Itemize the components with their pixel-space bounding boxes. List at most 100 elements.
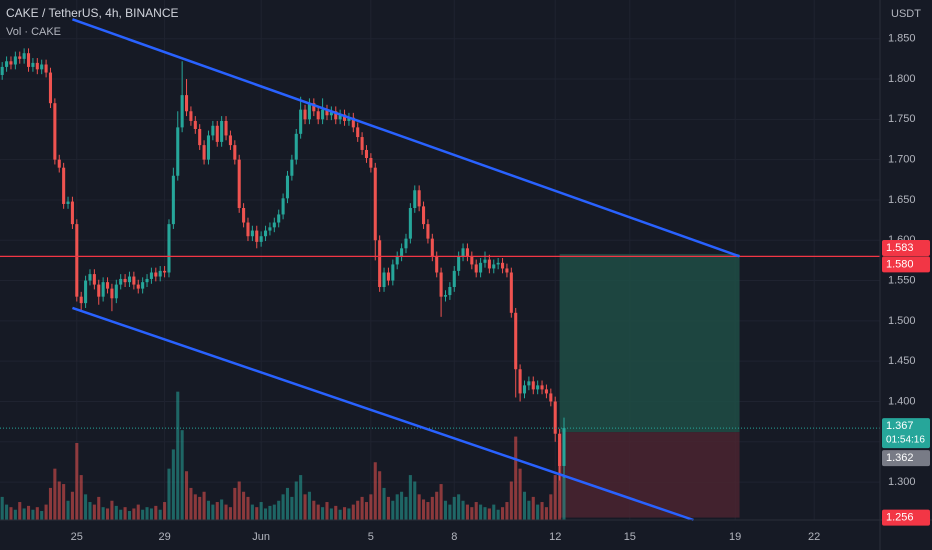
y-tick-label: 1.400 bbox=[888, 395, 916, 407]
volume-bar bbox=[492, 504, 496, 520]
x-tick-label: 15 bbox=[624, 531, 636, 543]
candle-body bbox=[285, 175, 290, 199]
volume-bar bbox=[220, 499, 224, 520]
countdown: 01:54:16 bbox=[886, 435, 925, 446]
candle-body bbox=[544, 389, 548, 394]
volume-bar bbox=[479, 504, 483, 520]
candle-body bbox=[220, 120, 224, 142]
candle-body bbox=[215, 125, 219, 142]
volume-bar bbox=[404, 496, 408, 520]
candle-body bbox=[536, 385, 540, 390]
volume-bar bbox=[457, 494, 461, 520]
volume-bar bbox=[382, 487, 386, 520]
candle-body bbox=[114, 284, 118, 299]
price-badge bbox=[882, 256, 930, 273]
candle-body bbox=[189, 111, 193, 121]
volume-bar bbox=[53, 468, 57, 520]
candle-body bbox=[307, 103, 311, 120]
volume-bar bbox=[496, 509, 500, 520]
volume-bar bbox=[158, 509, 162, 520]
volume-bar bbox=[408, 475, 412, 520]
candle-body bbox=[549, 393, 553, 402]
volume-bar bbox=[5, 504, 9, 520]
candle-body bbox=[277, 214, 281, 223]
volume-bar bbox=[483, 507, 487, 520]
candle-body bbox=[184, 95, 189, 112]
volume-bar bbox=[84, 494, 88, 520]
candle-body bbox=[79, 296, 83, 304]
candle-body bbox=[487, 259, 491, 269]
volume-bar bbox=[544, 507, 548, 520]
price-badge bbox=[882, 418, 930, 449]
candle-body bbox=[224, 120, 228, 136]
volume-bar bbox=[206, 500, 211, 520]
candle-body bbox=[136, 284, 140, 289]
candle-body bbox=[18, 56, 22, 59]
x-tick-label: Jun bbox=[252, 531, 270, 543]
candle-body bbox=[145, 278, 149, 283]
candle-body bbox=[281, 198, 285, 215]
volume-bar bbox=[92, 504, 96, 520]
candle-body bbox=[461, 248, 465, 257]
candle-body bbox=[110, 288, 114, 299]
candle-body bbox=[408, 208, 412, 239]
volume-bar bbox=[312, 500, 316, 520]
x-tick-label: 5 bbox=[368, 531, 374, 543]
volume-bar bbox=[386, 496, 390, 520]
volume-bar bbox=[66, 500, 70, 520]
candle-body bbox=[53, 103, 57, 160]
candle-body bbox=[514, 312, 518, 370]
candle-body bbox=[329, 111, 333, 116]
y-tick-label: 1.800 bbox=[888, 73, 916, 85]
candle-body bbox=[369, 158, 373, 168]
candle-body bbox=[127, 276, 132, 283]
volume-bar bbox=[57, 481, 61, 520]
candle-body bbox=[149, 272, 153, 279]
candle-body bbox=[294, 133, 298, 160]
volume-bar bbox=[277, 500, 281, 520]
volume-bar bbox=[509, 481, 513, 520]
candle-body bbox=[176, 127, 180, 176]
volume-bar bbox=[180, 430, 184, 520]
candle-body bbox=[13, 56, 17, 65]
volume-bar bbox=[167, 468, 171, 520]
candle-body bbox=[75, 224, 79, 297]
candle-body bbox=[66, 201, 70, 204]
volume-bar bbox=[184, 471, 189, 520]
candle-body bbox=[378, 240, 382, 288]
volume-bar bbox=[439, 484, 443, 520]
candle-body bbox=[40, 64, 44, 70]
volume-bar bbox=[338, 509, 342, 520]
candle-body bbox=[382, 272, 386, 288]
candle-body bbox=[452, 270, 456, 288]
candle-body bbox=[395, 256, 399, 265]
candle-body bbox=[206, 135, 211, 160]
volume-bar bbox=[562, 475, 566, 520]
candle-body bbox=[105, 282, 110, 289]
volume-bar bbox=[448, 504, 452, 520]
candle-body bbox=[228, 135, 232, 146]
volume-bar bbox=[189, 487, 193, 520]
candle-body bbox=[272, 222, 276, 228]
volume-bar bbox=[211, 504, 215, 520]
volume-bar bbox=[443, 500, 448, 520]
candle-body bbox=[123, 278, 127, 283]
volume-bar bbox=[316, 504, 320, 520]
volume-bar bbox=[553, 475, 557, 520]
volume-bar bbox=[272, 504, 276, 520]
candle-body bbox=[501, 262, 505, 269]
volume-bar bbox=[294, 481, 298, 520]
candle-body bbox=[540, 385, 544, 390]
candle-body bbox=[154, 272, 158, 277]
indicator-label: Vol · CAKE bbox=[6, 26, 61, 38]
candle-body bbox=[522, 385, 527, 394]
candle-body bbox=[321, 109, 325, 120]
volume-bar bbox=[430, 496, 434, 520]
volume-bar bbox=[141, 509, 145, 520]
volume-bar bbox=[255, 507, 259, 520]
volume-bar bbox=[259, 502, 263, 520]
volume-bar bbox=[215, 502, 219, 520]
volume-bar bbox=[228, 507, 232, 520]
candle-body bbox=[474, 264, 478, 273]
volume-bar bbox=[75, 443, 79, 520]
